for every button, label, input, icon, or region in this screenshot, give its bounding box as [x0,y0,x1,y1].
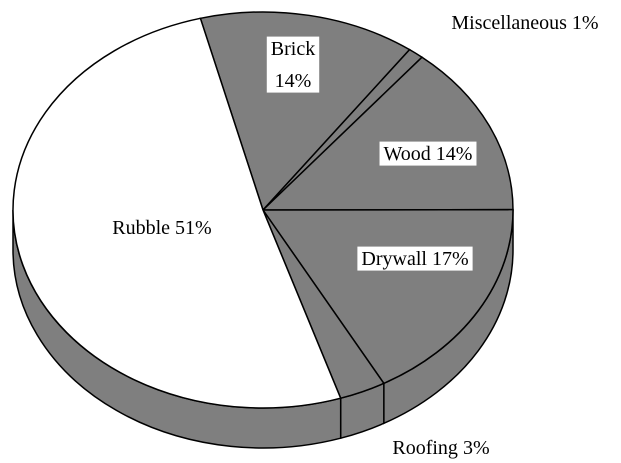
category-label: Wood [384,143,431,165]
label-text: Wood 14% [384,143,473,165]
slice [261,56,514,211]
value-label: 14% [436,143,473,165]
value-label: 51% [175,217,212,239]
slice-label: Roofing 3% [392,437,489,459]
slice-label: Wood 14% [379,141,477,166]
value-label: 14% [275,70,312,92]
label-background [266,36,320,93]
slice [199,11,411,212]
category-label: Miscellaneous [451,12,567,34]
label-text: Brick 14% [271,38,315,92]
label-background [357,246,473,271]
slice-label: Brick 14% [266,36,320,93]
category-label: Roofing [392,437,458,459]
category-label: Brick [271,38,315,60]
value-label: 3% [463,437,490,459]
label-text: Drywall 17% [361,248,468,270]
slice-label: Rubble 51% [112,217,211,239]
label-text: Rubble 51% [112,217,211,239]
label-text: Miscellaneous 1% [451,12,598,34]
slice-label: Miscellaneous 1% [451,12,598,34]
value-label: 17% [432,248,469,270]
slice-label: Drywall 17% [357,246,473,271]
slice [12,17,342,409]
category-label: Drywall [361,248,427,270]
value-label: 1% [572,12,599,34]
category-label: Rubble [112,217,170,239]
label-text: Roofing 3% [392,437,489,459]
label-background [379,141,477,166]
